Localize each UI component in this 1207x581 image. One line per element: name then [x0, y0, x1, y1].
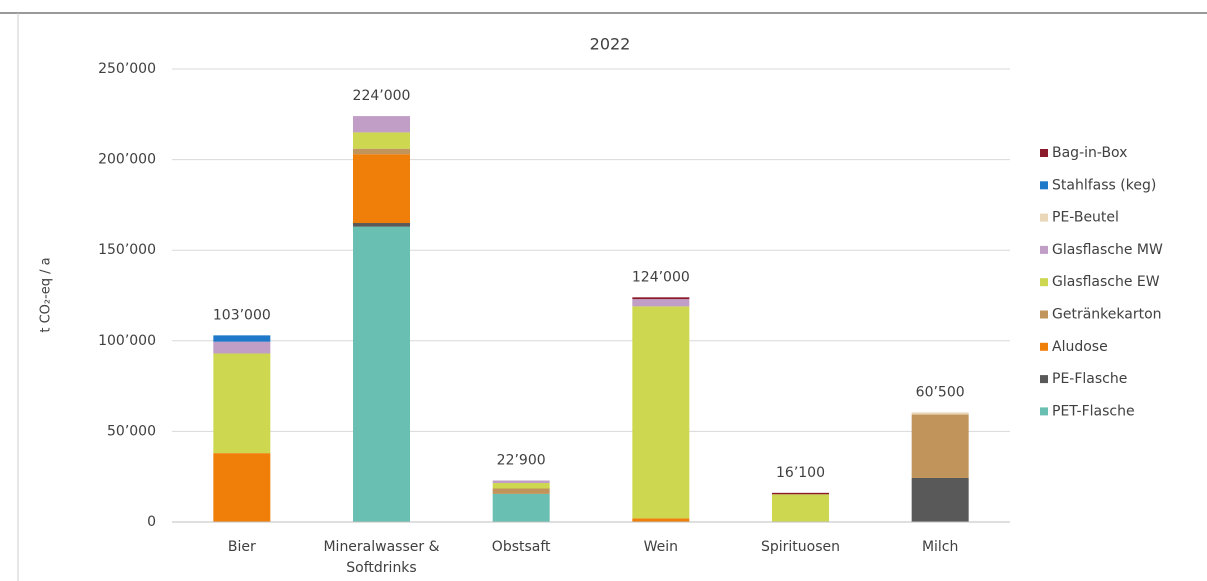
legend-swatch [1040, 213, 1048, 222]
bar-segment [213, 341, 271, 354]
bar-segment [632, 518, 690, 522]
bar-segment [632, 299, 690, 307]
legend-swatch [1040, 342, 1048, 351]
x-tick-label: Bier [228, 539, 256, 555]
x-tick-label: Milch [922, 539, 958, 555]
x-tick-label: Mineralwasser & [323, 539, 439, 555]
y-tick-label: 100’000 [98, 333, 156, 349]
bar-segment [911, 412, 969, 415]
legend-label: PE-Beutel [1052, 210, 1119, 226]
total-label: 124’000 [632, 269, 690, 285]
legend-label: Getränkekarton [1052, 307, 1162, 323]
bar-segment [492, 483, 550, 489]
y-tick-label: 250’000 [98, 61, 156, 77]
y-axis-label: t CO₂-eq / a [39, 257, 54, 332]
total-label: 22’900 [497, 453, 546, 469]
bar-segment [213, 335, 271, 342]
bar-segment [772, 492, 829, 495]
total-label: 60’500 [916, 384, 965, 400]
legend-swatch [1040, 181, 1048, 190]
bar-segment [213, 453, 271, 522]
y-tick-label: 200’000 [98, 152, 156, 168]
legend-label: Aludose [1052, 339, 1108, 355]
legend-label: PE-Flasche [1052, 371, 1127, 387]
x-tick-label: Softdrinks [346, 560, 416, 576]
legend-label: Glasflasche MW [1052, 242, 1163, 258]
legend-label: PET-Flasche [1052, 403, 1135, 419]
legend-swatch [1040, 310, 1048, 319]
total-label: 16’100 [776, 465, 825, 481]
legend-swatch [1040, 375, 1048, 384]
legend-label: Stahlfass (keg) [1052, 177, 1156, 193]
bar-segment [492, 488, 550, 494]
bar-segment [353, 226, 410, 523]
y-tick-label: 150’000 [98, 242, 156, 258]
bar-segment [911, 414, 969, 478]
legend-swatch [1040, 149, 1048, 157]
bar-segment [632, 306, 690, 519]
bar-segment [353, 116, 410, 133]
legend-label: Bag-in-Box [1052, 145, 1127, 161]
legend-swatch [1040, 407, 1048, 416]
bar-segment [353, 148, 410, 155]
bar-segment [353, 223, 410, 227]
bar-segment [213, 353, 271, 454]
total-label: 224’000 [353, 88, 411, 104]
chart-title: 2022 [590, 35, 631, 54]
bar-segment [632, 297, 690, 300]
x-tick-label: Spirituosen [761, 539, 840, 555]
bar-segment [353, 132, 410, 149]
legend-swatch [1040, 245, 1048, 254]
bar-segment [492, 480, 550, 484]
y-tick-label: 50’000 [107, 423, 156, 439]
x-tick-label: Wein [644, 539, 678, 555]
bar-segment [911, 477, 969, 522]
total-label: 103’000 [213, 307, 271, 323]
bar-segment [353, 154, 410, 224]
x-tick-label: Obstsaft [492, 539, 551, 555]
y-tick-label: 0 [147, 514, 156, 530]
legend-swatch [1040, 278, 1048, 287]
bar-segment [492, 493, 550, 522]
legend-label: Glasflasche EW [1052, 274, 1160, 290]
bar-segment [772, 494, 829, 522]
